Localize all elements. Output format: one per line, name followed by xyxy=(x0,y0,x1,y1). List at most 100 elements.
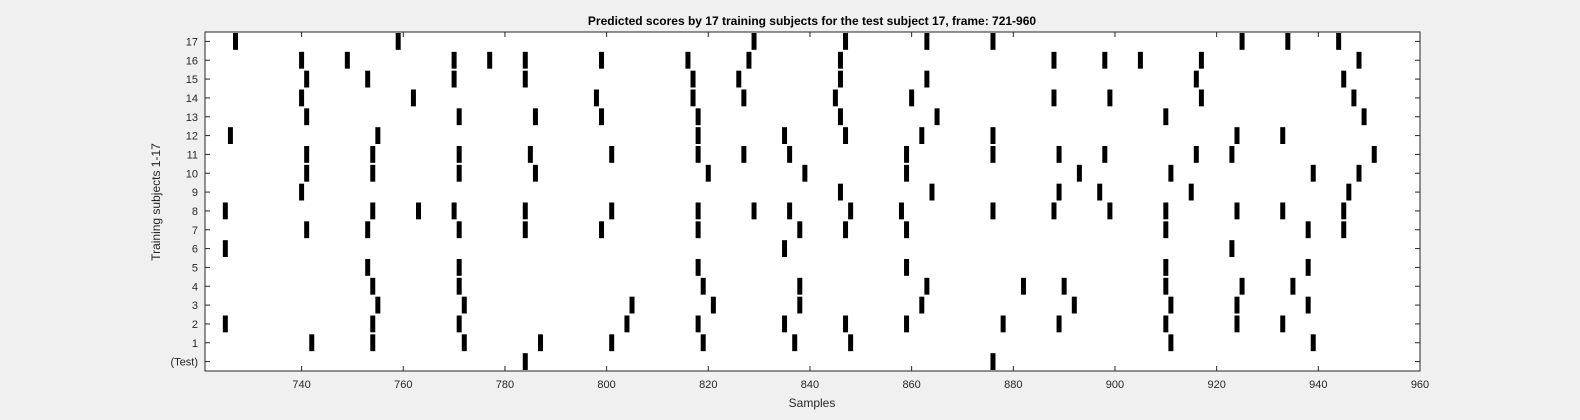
y-tick-label-0: (Test) xyxy=(171,357,199,369)
y-tick-label-6: 6 xyxy=(192,244,198,256)
x-tick-label-2: 780 xyxy=(496,379,514,391)
mark-row-12-point-6 xyxy=(990,127,996,144)
mark-row-7-point-7 xyxy=(843,221,849,239)
mark-row-16-point-8 xyxy=(837,51,843,69)
mark-row-11-point-3 xyxy=(527,146,533,163)
mark-row-2-point-6 xyxy=(843,315,849,333)
mark-row-12-point-3 xyxy=(782,127,788,144)
mark-row-0-point-0 xyxy=(522,353,528,370)
data-marks xyxy=(222,33,1377,370)
mark-row-7-point-9 xyxy=(1163,221,1169,239)
mark-row-11-point-2 xyxy=(456,146,462,163)
mark-row-4-point-4 xyxy=(924,277,930,295)
mark-row-4-point-8 xyxy=(1239,277,1245,295)
mark-row-2-point-4 xyxy=(695,315,701,333)
mark-row-14-point-4 xyxy=(741,89,747,107)
y-tick-label-8: 8 xyxy=(192,206,198,218)
mark-row-5-point-0 xyxy=(365,259,371,276)
x-tick-label-9: 920 xyxy=(1207,379,1225,391)
mark-row-7-point-0 xyxy=(304,221,310,239)
mark-row-10-point-0 xyxy=(304,164,310,182)
mark-row-2-point-10 xyxy=(1163,315,1169,333)
mark-row-11-point-10 xyxy=(1056,146,1062,163)
mark-row-17-point-0 xyxy=(233,33,238,50)
mark-row-7-point-5 xyxy=(695,221,701,239)
mark-row-15-point-2 xyxy=(451,70,457,88)
x-tick-label-11: 960 xyxy=(1411,379,1429,391)
mark-row-10-point-9 xyxy=(1310,164,1316,182)
mark-row-1-point-4 xyxy=(609,334,615,352)
mark-row-8-point-11 xyxy=(990,202,996,220)
x-axis-label: Samples xyxy=(789,396,836,410)
mark-row-7-point-2 xyxy=(456,221,462,239)
mark-row-10-point-6 xyxy=(904,164,910,182)
mark-row-3-point-1 xyxy=(461,296,467,314)
mark-row-11-point-7 xyxy=(787,146,793,163)
mark-row-16-point-4 xyxy=(522,51,528,69)
mark-row-17-point-5 xyxy=(990,33,996,50)
mark-row-8-point-13 xyxy=(1107,202,1113,220)
mark-row-15-point-7 xyxy=(924,70,930,88)
mark-row-9-point-2 xyxy=(929,183,935,201)
mark-row-13-point-3 xyxy=(599,108,605,126)
mark-row-4-point-3 xyxy=(797,277,803,295)
mark-row-8-point-7 xyxy=(751,202,757,220)
mark-row-9-point-0 xyxy=(299,183,305,201)
mark-row-1-point-1 xyxy=(370,334,376,352)
mark-row-16-point-0 xyxy=(299,51,305,69)
y-tick-label-3: 3 xyxy=(192,300,198,312)
mark-row-2-point-12 xyxy=(1280,315,1286,333)
mark-row-2-point-5 xyxy=(782,315,788,333)
mark-row-12-point-5 xyxy=(919,127,925,144)
mark-row-2-point-0 xyxy=(222,315,228,333)
mark-row-2-point-3 xyxy=(624,315,630,333)
mark-row-14-point-10 xyxy=(1351,89,1357,107)
mark-row-1-point-2 xyxy=(461,334,467,352)
mark-row-8-point-8 xyxy=(787,202,793,220)
y-tick-label-14: 14 xyxy=(186,93,198,105)
mark-row-16-point-10 xyxy=(1102,51,1108,69)
y-tick-label-15: 15 xyxy=(186,74,198,86)
mark-row-8-point-5 xyxy=(609,202,615,220)
mark-row-15-point-0 xyxy=(304,70,310,88)
mark-row-7-point-11 xyxy=(1341,221,1347,239)
mark-row-5-point-1 xyxy=(456,259,462,276)
mark-row-12-point-4 xyxy=(843,127,849,144)
mark-row-12-point-2 xyxy=(695,127,701,144)
mark-row-8-point-14 xyxy=(1163,202,1169,220)
mark-row-3-point-2 xyxy=(629,296,635,314)
mark-row-9-point-5 xyxy=(1188,183,1194,201)
x-tick-label-6: 860 xyxy=(902,379,920,391)
y-tick-label-11: 11 xyxy=(187,149,198,161)
mark-row-17-point-8 xyxy=(1336,33,1342,50)
mark-row-14-point-2 xyxy=(593,89,599,107)
mark-row-6-point-1 xyxy=(782,240,788,257)
y-tick-label-12: 12 xyxy=(186,131,198,143)
mark-row-13-point-1 xyxy=(456,108,462,126)
mark-row-16-point-9 xyxy=(1051,51,1057,69)
mark-row-4-point-5 xyxy=(1020,277,1026,295)
mark-row-10-point-4 xyxy=(705,164,711,182)
mark-row-17-point-4 xyxy=(924,33,930,50)
y-axis-label: Training subjects 1-17 xyxy=(149,143,163,261)
mark-row-4-point-6 xyxy=(1061,277,1067,295)
mark-row-14-point-3 xyxy=(690,89,696,107)
mark-row-8-point-16 xyxy=(1280,202,1286,220)
chart-title: Predicted scores by 17 training subjects… xyxy=(588,14,1036,28)
mark-row-8-point-1 xyxy=(370,202,376,220)
x-tick-label-3: 800 xyxy=(597,379,615,391)
mark-row-1-point-3 xyxy=(538,334,544,352)
mark-row-7-point-8 xyxy=(904,221,910,239)
mark-row-17-point-3 xyxy=(843,33,849,50)
mark-row-3-point-9 xyxy=(1305,296,1311,314)
mark-row-16-point-5 xyxy=(599,51,605,69)
mark-row-8-point-12 xyxy=(1051,202,1057,220)
mark-row-12-point-1 xyxy=(375,127,381,144)
mark-row-1-point-8 xyxy=(1168,334,1174,352)
mark-row-10-point-5 xyxy=(802,164,808,182)
mark-row-14-point-1 xyxy=(410,89,416,107)
mark-row-1-point-9 xyxy=(1310,334,1316,352)
y-tick-label-5: 5 xyxy=(192,262,198,274)
mark-row-16-point-7 xyxy=(746,51,752,69)
